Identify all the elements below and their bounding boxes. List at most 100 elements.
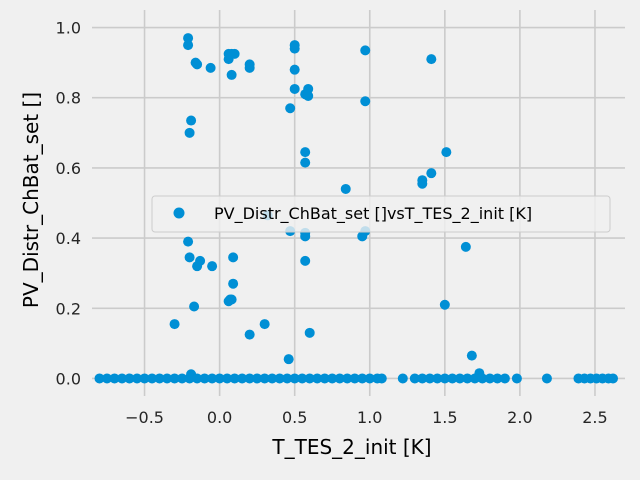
scatter-point bbox=[289, 373, 300, 384]
scatter-point bbox=[466, 350, 477, 361]
scatter-point bbox=[541, 373, 552, 384]
scatter-point bbox=[360, 45, 371, 56]
scatter-point bbox=[304, 373, 315, 384]
scatter-point bbox=[499, 373, 510, 384]
scatter-point bbox=[417, 373, 428, 384]
scatter-point bbox=[334, 373, 345, 384]
scatter-point bbox=[303, 83, 314, 94]
scatter-point bbox=[154, 373, 165, 384]
scatter-point bbox=[177, 373, 188, 384]
x-tick-label: −0.5 bbox=[125, 408, 164, 427]
scatter-point bbox=[300, 147, 311, 158]
scatter-point bbox=[94, 373, 105, 384]
x-tick-label: 1.5 bbox=[432, 408, 457, 427]
scatter-point bbox=[376, 373, 387, 384]
scatter-point bbox=[214, 373, 225, 384]
scatter-point bbox=[226, 69, 237, 80]
scatter-point bbox=[184, 373, 195, 384]
scatter-point bbox=[186, 115, 197, 126]
scatter-point bbox=[223, 296, 234, 307]
scatter-point bbox=[192, 261, 203, 272]
scatter-point bbox=[162, 373, 173, 384]
scatter-point bbox=[477, 373, 488, 384]
scatter-point bbox=[229, 48, 240, 59]
scatter-point bbox=[426, 54, 437, 65]
scatter-point bbox=[109, 373, 120, 384]
scatter-point bbox=[222, 373, 233, 384]
y-tick-label: 0.8 bbox=[56, 89, 81, 108]
scatter-point bbox=[289, 43, 300, 54]
scatter-point bbox=[184, 127, 195, 138]
scatter-point bbox=[183, 33, 194, 44]
scatter-point bbox=[244, 62, 255, 73]
scatter-point bbox=[207, 373, 218, 384]
y-tick-labels: 0.0 0.2 0.4 0.6 0.8 1.0 bbox=[56, 19, 81, 389]
scatter-point bbox=[192, 373, 203, 384]
scatter-point bbox=[409, 373, 420, 384]
legend-marker bbox=[173, 207, 185, 219]
x-axis-label: T_TES_2_init [K] bbox=[271, 435, 431, 459]
scatter-point bbox=[304, 327, 315, 338]
scatter-point bbox=[237, 373, 248, 384]
y-tick-label: 1.0 bbox=[56, 19, 81, 38]
scatter-point bbox=[327, 373, 338, 384]
scatter-point bbox=[229, 373, 240, 384]
scatter-point bbox=[426, 168, 437, 179]
legend-box bbox=[151, 195, 611, 233]
scatter-point bbox=[274, 373, 285, 384]
scatter-point bbox=[432, 373, 443, 384]
scatter-point bbox=[285, 103, 296, 114]
legend-label: PV_Distr_ChBat_set []vsT_TES_2_init [K] bbox=[214, 204, 532, 224]
scatter-point bbox=[607, 373, 618, 384]
scatter-point bbox=[183, 236, 194, 247]
scatter-point bbox=[357, 373, 368, 384]
scatter-point bbox=[289, 64, 300, 75]
y-tick-label: 0.6 bbox=[56, 159, 81, 178]
scatter-point bbox=[439, 373, 450, 384]
scatter-point bbox=[228, 278, 239, 289]
scatter-point bbox=[259, 373, 270, 384]
scatter-point bbox=[289, 83, 300, 94]
scatter-point bbox=[312, 373, 323, 384]
scatter-point bbox=[484, 373, 495, 384]
scatter-point bbox=[357, 231, 368, 242]
y-axis-label: PV_Distr_ChBat_set [] bbox=[19, 92, 43, 308]
scatter-point bbox=[460, 241, 471, 252]
scatter-point bbox=[132, 373, 143, 384]
scatter-point bbox=[300, 157, 311, 168]
scatter-point bbox=[319, 373, 330, 384]
scatter-point bbox=[252, 373, 263, 384]
scatter-point bbox=[447, 373, 458, 384]
scatter-point bbox=[267, 373, 278, 384]
scatter-point bbox=[349, 373, 360, 384]
scatter-point bbox=[207, 261, 218, 272]
scatter-point bbox=[300, 255, 311, 266]
scatter-point bbox=[102, 373, 113, 384]
scatter-point bbox=[282, 373, 293, 384]
scatter-point bbox=[244, 373, 255, 384]
scatter-point bbox=[283, 354, 294, 365]
scatter-point bbox=[124, 373, 135, 384]
scatter-point bbox=[192, 59, 203, 70]
scatter-point bbox=[228, 252, 239, 263]
scatter-point bbox=[259, 319, 270, 330]
scatter-point bbox=[441, 147, 452, 158]
scatter-point bbox=[139, 373, 150, 384]
x-tick-labels: −0.5 0.0 0.5 1.0 1.5 2.0 2.5 bbox=[125, 408, 608, 427]
scatter-point bbox=[147, 373, 158, 384]
scatter-point bbox=[183, 40, 194, 51]
scatter-point bbox=[454, 373, 465, 384]
scatter-point bbox=[300, 231, 311, 242]
y-tick-label: 0.2 bbox=[56, 299, 81, 318]
scatter-point bbox=[397, 373, 408, 384]
scatter-point bbox=[469, 373, 480, 384]
scatter-point bbox=[364, 373, 375, 384]
scatter-point bbox=[303, 90, 314, 101]
scatter-points bbox=[94, 33, 618, 384]
x-tick-label: 1.0 bbox=[357, 408, 382, 427]
scatter-point bbox=[439, 299, 450, 310]
scatter-point bbox=[417, 178, 428, 189]
legend: PV_Distr_ChBat_set []vsT_TES_2_init [K] bbox=[151, 195, 611, 233]
scatter-point bbox=[340, 183, 351, 194]
scatter-point bbox=[424, 373, 435, 384]
